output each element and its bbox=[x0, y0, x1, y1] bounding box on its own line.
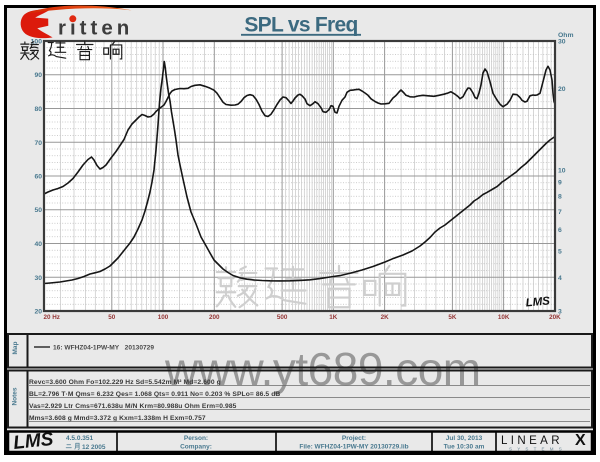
svg-text:8: 8 bbox=[558, 194, 562, 201]
svg-text:Mms=3.608 g Mmd=3.372 g Kxm=: Mms=3.608 g Mmd=3.372 g Kxm=1.338m H Exm… bbox=[29, 415, 206, 422]
svg-text:100: 100 bbox=[158, 314, 169, 321]
svg-text:BL=2.796 T·M Qms= 6.232 Qes=: BL=2.796 T·M Qms= 6.232 Qes= 1.068 Qts= … bbox=[29, 391, 280, 398]
svg-text:20 Hz: 20 Hz bbox=[44, 314, 60, 321]
svg-text:60: 60 bbox=[34, 174, 42, 181]
svg-text:10K: 10K bbox=[498, 314, 510, 321]
svg-text:200: 200 bbox=[209, 314, 220, 321]
svg-text:Map: Map bbox=[12, 341, 19, 354]
svg-text:80: 80 bbox=[34, 106, 42, 113]
svg-text:40: 40 bbox=[34, 241, 42, 248]
svg-text:12 2005: 12 2005 bbox=[82, 444, 106, 451]
svg-text:Ohm: Ohm bbox=[558, 32, 573, 39]
svg-text:Project:: Project: bbox=[342, 435, 366, 442]
svg-text:Revc=3.600 Ohm Fo=102.229 Hz: Revc=3.600 Ohm Fo=102.229 Hz Sd=5.542m M… bbox=[29, 379, 221, 386]
svg-text:Notes: Notes bbox=[12, 387, 19, 405]
svg-text:Person:: Person: bbox=[184, 435, 208, 442]
svg-text:20K: 20K bbox=[549, 314, 561, 321]
svg-text:6: 6 bbox=[558, 227, 562, 234]
svg-text:10: 10 bbox=[558, 167, 566, 174]
svg-text:30: 30 bbox=[558, 39, 566, 46]
svg-text:2K: 2K bbox=[381, 314, 390, 321]
svg-text:5: 5 bbox=[558, 249, 562, 256]
svg-text:9: 9 bbox=[558, 180, 562, 187]
svg-text:LINEAR: LINEAR bbox=[501, 435, 563, 447]
svg-text:Vas=2.929 Ltr Cms=671.638u M/: Vas=2.929 Ltr Cms=671.638u M/N Krm=80.98… bbox=[29, 403, 237, 410]
svg-text:500: 500 bbox=[277, 314, 288, 321]
svg-text:5K: 5K bbox=[448, 314, 457, 321]
svg-text:File: WFHZ04-1PW-MY 20130729.l: File: WFHZ04-1PW-MY 20130729.lib bbox=[299, 444, 408, 451]
svg-text:100: 100 bbox=[31, 39, 43, 46]
svg-text:Tue 10:30 am: Tue 10:30 am bbox=[444, 444, 485, 451]
svg-text:4.5.0.351: 4.5.0.351 bbox=[66, 435, 93, 442]
svg-text:3: 3 bbox=[558, 309, 562, 316]
svg-text:30: 30 bbox=[34, 275, 42, 282]
svg-text:7: 7 bbox=[558, 209, 562, 216]
svg-text:LMS: LMS bbox=[12, 429, 54, 454]
svg-text:SYSTEMS: SYSTEMS bbox=[509, 447, 567, 452]
svg-text:16: WFHZ04-1PW-MY 20130729: 16: WFHZ04-1PW-MY 20130729 bbox=[53, 345, 154, 352]
svg-text:www.yt689.com: www.yt689.com bbox=[164, 343, 481, 395]
svg-text:90: 90 bbox=[34, 72, 42, 79]
svg-text:LMS: LMS bbox=[525, 295, 551, 309]
svg-text:X: X bbox=[575, 432, 586, 449]
svg-text:20: 20 bbox=[34, 309, 42, 316]
svg-text:20: 20 bbox=[558, 86, 566, 93]
svg-text:50: 50 bbox=[108, 314, 116, 321]
svg-text:4: 4 bbox=[558, 275, 562, 282]
svg-text:ritten: ritten bbox=[58, 17, 133, 40]
svg-text:Jul 30, 2013: Jul 30, 2013 bbox=[446, 435, 483, 442]
svg-text:SPL vs Freq: SPL vs Freq bbox=[244, 14, 357, 37]
svg-text:50: 50 bbox=[34, 207, 42, 214]
svg-text:Company:: Company: bbox=[180, 444, 212, 451]
svg-text:1K: 1K bbox=[329, 314, 338, 321]
svg-text:70: 70 bbox=[34, 140, 42, 147]
